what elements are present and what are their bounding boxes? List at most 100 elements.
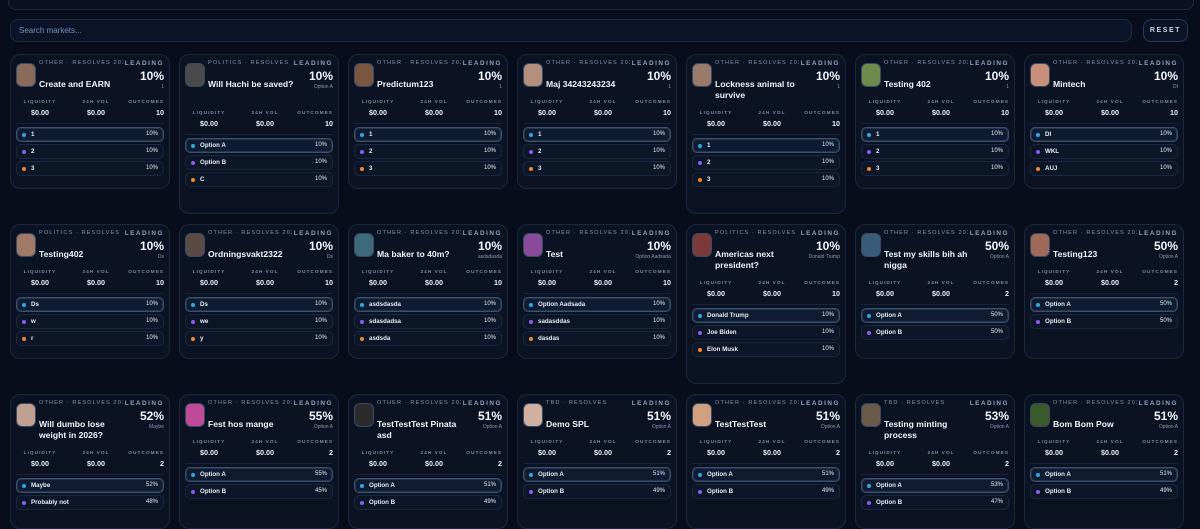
outcome-option[interactable]: Option A 51% — [354, 478, 502, 493]
market-card[interactable]: POLITICS · RESOLVES 2026-01-28 Will Hachi… — [179, 54, 339, 214]
outcome-option[interactable]: Option B 47% — [861, 495, 1009, 510]
outcome-option[interactable]: Option B 50% — [1030, 314, 1178, 329]
market-card[interactable]: OTHER · RESOLVES 2026-02-27 Testing 402 LE… — [855, 54, 1015, 189]
outcome-option[interactable]: 3 10% — [523, 161, 671, 176]
outcome-option[interactable]: Elon Musk 10% — [692, 342, 840, 357]
outcome-option[interactable]: Option A 53% — [861, 478, 1009, 493]
outcome-option[interactable]: we 10% — [185, 314, 333, 329]
market-title[interactable]: Bom Bom Pow — [1053, 419, 1114, 429]
outcome-option[interactable]: 2 10% — [354, 144, 502, 159]
market-title[interactable]: Will Hachi be saved? — [208, 79, 294, 89]
market-title[interactable]: Lockness animal to survive — [715, 79, 795, 100]
outcome-option[interactable]: 3 10% — [354, 161, 502, 176]
outcome-option[interactable]: 1 10% — [16, 127, 164, 142]
market-title[interactable]: Demo SPL — [546, 419, 589, 429]
outcome-option[interactable]: Option B 50% — [861, 325, 1009, 340]
market-card[interactable]: OTHER · RESOLVES 2026-02-13 Test LEADING 10… — [517, 224, 677, 359]
market-title[interactable]: Ma baker to 40m? — [377, 249, 450, 259]
outcome-option[interactable]: y 10% — [185, 331, 333, 346]
market-card[interactable]: OTHER · RESOLVES 2026-02-22 Create and EA… — [10, 54, 170, 189]
market-card[interactable]: OTHER · RESOLVES 2026-02-14 Fest hos mang… — [179, 394, 339, 529]
market-title[interactable]: Testing402 — [39, 249, 84, 259]
outcome-option[interactable]: dasdas 10% — [523, 331, 671, 346]
market-title[interactable]: TestTestTest — [715, 419, 767, 429]
outcome-option[interactable]: sadasddas 10% — [523, 314, 671, 329]
outcome-option[interactable]: WKL 10% — [1030, 144, 1178, 159]
market-card[interactable]: OTHER · RESOLVES 2026-02-14 Ordningsvakt2… — [179, 224, 339, 359]
market-title[interactable]: Testing 402 — [884, 79, 931, 89]
market-title[interactable]: Predictum123 — [377, 79, 434, 89]
outcome-option[interactable]: Option Aadsada 10% — [523, 297, 671, 312]
outcome-option[interactable]: 1 10% — [861, 127, 1009, 142]
market-title[interactable]: Americas next president? — [715, 249, 774, 270]
market-title[interactable]: Test my skills bih ah nigga — [884, 249, 968, 270]
outcome-option[interactable]: 2 10% — [692, 155, 840, 170]
market-card[interactable]: OTHER · RESOLVES 2026-02-15 Will dumbo lo… — [10, 394, 170, 529]
market-card[interactable]: OTHER · RESOLVES 2026-02-13 TestTestTest … — [348, 394, 508, 529]
market-card[interactable]: OTHER · RESOLVES 2026-01-31 Ma baker to 4… — [348, 224, 508, 359]
outcome-option[interactable]: Option B 45% — [185, 484, 333, 499]
market-title[interactable]: Ordningsvakt2322 — [208, 249, 283, 259]
market-card[interactable]: POLITICS · RESOLVES 2026-03-08 Testing402… — [10, 224, 170, 359]
market-card[interactable]: OTHER · RESOLVES 2026-02-06 TestTestTest L… — [686, 394, 846, 529]
market-title[interactable]: Will dumbo lose weight in 2026? — [39, 419, 105, 440]
outcome-option[interactable]: w 10% — [16, 314, 164, 329]
market-title[interactable]: Testing minting process — [884, 419, 948, 440]
market-card[interactable]: TBD · RESOLVES Testing minting process LEA… — [855, 394, 1015, 529]
outcome-option[interactable]: Option A 51% — [692, 467, 840, 482]
outcome-option[interactable]: asdsda 10% — [354, 331, 502, 346]
outcome-option[interactable]: sdasdadsa 10% — [354, 314, 502, 329]
outcome-option[interactable]: Joe Biden 10% — [692, 325, 840, 340]
market-card[interactable]: OTHER · RESOLVES 2026-02-27 Lockness anim… — [686, 54, 846, 214]
outcome-option[interactable]: 2 10% — [16, 144, 164, 159]
reset-button[interactable]: RESET — [1143, 19, 1188, 42]
outcome-option[interactable]: Option A 51% — [523, 467, 671, 482]
market-title[interactable]: TestTestTest Pinata asd — [377, 419, 457, 440]
outcome-option[interactable]: Option A 50% — [861, 308, 1009, 323]
outcome-option[interactable]: 3 10% — [16, 161, 164, 176]
outcome-option[interactable]: Maybe 52% — [16, 478, 164, 493]
outcome-option[interactable]: 2 10% — [523, 144, 671, 159]
outcome-option[interactable]: Option B 49% — [354, 495, 502, 510]
market-title[interactable]: Create and EARN — [39, 79, 111, 89]
market-card[interactable]: TBD · RESOLVES Demo SPL LEADING 51% Option A… — [517, 394, 677, 529]
market-title[interactable]: Testing123 — [1053, 249, 1098, 259]
outcome-percent: 10% — [652, 318, 665, 324]
market-card[interactable]: OTHER · RESOLVES 2026-03-01 Predictum123 L… — [348, 54, 508, 189]
market-title[interactable]: Mintech — [1053, 79, 1086, 89]
outcome-option[interactable]: 1 10% — [692, 138, 840, 153]
outcome-option[interactable]: AUJ 10% — [1030, 161, 1178, 176]
outcome-option[interactable]: C 10% — [185, 172, 333, 187]
outcome-option[interactable]: asdsdasda 10% — [354, 297, 502, 312]
outcome-option[interactable]: Probably not 48% — [16, 495, 164, 510]
outcome-option[interactable]: Option A 51% — [1030, 467, 1178, 482]
outcome-option[interactable]: Ds 10% — [16, 297, 164, 312]
outcome-option[interactable]: 1 10% — [523, 127, 671, 142]
outcome-option[interactable]: Option B 49% — [692, 484, 840, 499]
outcome-option[interactable]: Donald Trump 10% — [692, 308, 840, 323]
outcome-option[interactable]: Ds 10% — [185, 297, 333, 312]
outcome-option[interactable]: 1 10% — [354, 127, 502, 142]
outcome-option[interactable]: 2 10% — [861, 144, 1009, 159]
outcome-option[interactable]: DI 10% — [1030, 127, 1178, 142]
outcome-option[interactable]: r 10% — [16, 331, 164, 346]
outcome-option[interactable]: 3 10% — [692, 172, 840, 187]
market-card[interactable]: OTHER · RESOLVES 2026-01-31 Test my skill… — [855, 224, 1015, 359]
market-card[interactable]: OTHER · RESOLVES 2026-02-28 Testing123 LEA… — [1024, 224, 1184, 359]
market-card[interactable]: POLITICS · RESOLVES 2026-03-01 Americas n… — [686, 224, 846, 384]
outcome-option[interactable]: 3 10% — [861, 161, 1009, 176]
market-title[interactable]: Test — [546, 249, 564, 259]
market-card[interactable]: OTHER · RESOLVES 2026-02-28 Mintech LEADIN… — [1024, 54, 1184, 189]
market-title[interactable]: Maj 34243243234 — [546, 79, 616, 89]
outcome-label: 3 — [707, 176, 711, 183]
outcome-option[interactable]: Option B 49% — [523, 484, 671, 499]
search-input[interactable] — [10, 19, 1132, 42]
market-card[interactable]: OTHER · RESOLVES 2026-01-31 Bom Bom Pow LE… — [1024, 394, 1184, 529]
outcome-option[interactable]: Option A 50% — [1030, 297, 1178, 312]
outcome-option[interactable]: Option A 10% — [185, 138, 333, 153]
market-title[interactable]: Fest hos mange — [208, 419, 274, 429]
outcome-option[interactable]: Option B 49% — [1030, 484, 1178, 499]
outcome-option[interactable]: Option A 55% — [185, 467, 333, 482]
market-card[interactable]: OTHER · RESOLVES 2026-02-28 Maj 342432432… — [517, 54, 677, 189]
outcome-option[interactable]: Option B 10% — [185, 155, 333, 170]
